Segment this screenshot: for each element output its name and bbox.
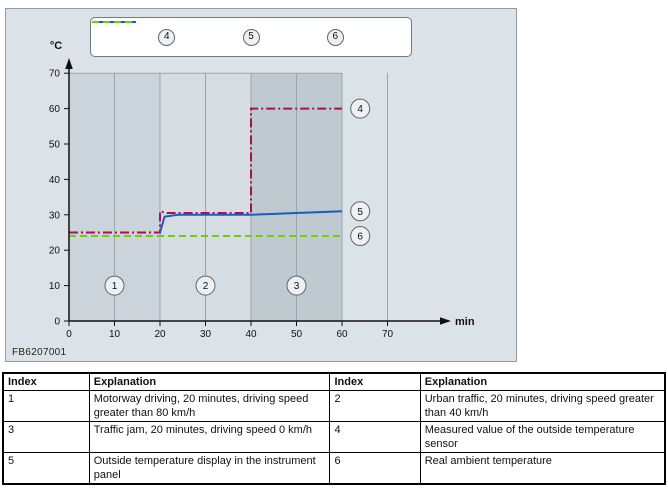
index-cell: 6	[329, 452, 421, 485]
y-tick-label: 0	[54, 317, 60, 328]
index-cell: 3	[2, 421, 90, 453]
x-axis-arrow-icon	[440, 317, 451, 325]
explanation-table-body: 1 Motorway driving, 20 minutes, driving s…	[2, 390, 666, 485]
explanation-table-head: Index Explanation Index Explanation	[2, 372, 666, 391]
series-marker-label: 5	[357, 207, 363, 218]
legend-item-number: 4	[158, 28, 176, 46]
explanation-cell: Urban traffic, 20 minutes, driving speed…	[419, 390, 666, 422]
table-row: 3 Traffic jam, 20 minutes, driving speed …	[2, 421, 666, 453]
table-header-explanation-1: Explanation	[88, 372, 331, 391]
index-cell: 4	[329, 421, 421, 453]
series-marker-label: 6	[357, 232, 363, 243]
x-tick-label: 30	[200, 329, 212, 340]
table-row: 5 Outside temperature display in the inst…	[2, 452, 666, 485]
explanation-cell: Measured value of the outside temperatur…	[419, 421, 666, 453]
table-header-explanation-2: Explanation	[419, 372, 666, 391]
y-axis-arrow-icon	[65, 58, 73, 69]
y-tick-label: 20	[49, 246, 61, 257]
series-marker-label: 4	[357, 104, 363, 115]
legend-line-sample	[92, 21, 136, 23]
index-cell: 1	[2, 390, 90, 422]
legend-item: 4	[92, 21, 176, 46]
region-marker-label: 2	[203, 281, 209, 292]
legend-item-number: 5	[242, 28, 260, 46]
x-tick-label: 50	[291, 329, 303, 340]
legend-item: 5	[92, 21, 260, 46]
x-tick-label: 60	[336, 329, 348, 340]
region-marker	[286, 275, 307, 296]
y-tick-label: 30	[49, 210, 61, 221]
series-marker	[350, 98, 371, 119]
series-marker	[350, 226, 371, 247]
y-tick-label: 50	[49, 140, 61, 151]
y-tick-label: 60	[49, 104, 61, 115]
y-tick-label: 10	[49, 281, 61, 292]
x-tick-label: 10	[109, 329, 121, 340]
legend-item-number: 6	[326, 28, 344, 46]
table-header-index-1: Index	[2, 372, 90, 391]
index-cell: 2	[329, 390, 421, 422]
x-tick-label: 0	[66, 329, 72, 340]
index-cell: 5	[2, 452, 90, 485]
x-axis-unit: min	[455, 316, 475, 328]
chart-panel: 0 10 20 30 40 50 60 70 0 10 20 30 40 50 60 70 °C min 1 2 3 4 5…	[5, 8, 517, 362]
explanation-cell: Real ambient temperature	[419, 452, 666, 485]
explanation-cell: Traffic jam, 20 minutes, driving speed 0…	[88, 421, 331, 453]
series-marker	[350, 201, 371, 222]
x-tick-label: 20	[154, 329, 166, 340]
legend-item: 6	[92, 21, 344, 46]
table-header-index-2: Index	[329, 372, 421, 391]
table-header-row: Index Explanation Index Explanation	[2, 372, 666, 391]
region-marker	[195, 275, 216, 296]
y-tick-label: 40	[49, 175, 61, 186]
explanation-cell: Outside temperature display in the instr…	[88, 452, 331, 485]
explanation-table: Index Explanation Index Explanation 1 Mot…	[2, 372, 666, 485]
region-marker-label: 3	[294, 281, 300, 292]
explanation-cell: Motorway driving, 20 minutes, driving sp…	[88, 390, 331, 422]
temperature-chart: 0 10 20 30 40 50 60 70 0 10 20 30 40 50 60 70 °C min 1 2 3 4 5…	[49, 40, 475, 340]
chart-legend: 4 5 6	[90, 17, 412, 57]
region-marker-label: 1	[112, 281, 118, 292]
region-marker	[104, 275, 125, 296]
x-tick-label: 40	[245, 329, 257, 340]
series-line-5	[159, 210, 343, 233]
y-tick-label: 70	[49, 69, 61, 80]
figure-code: FB6207001	[12, 347, 67, 358]
x-tick-label: 70	[382, 329, 394, 340]
table-row: 1 Motorway driving, 20 minutes, driving s…	[2, 390, 666, 422]
y-axis-unit: °C	[50, 40, 62, 52]
